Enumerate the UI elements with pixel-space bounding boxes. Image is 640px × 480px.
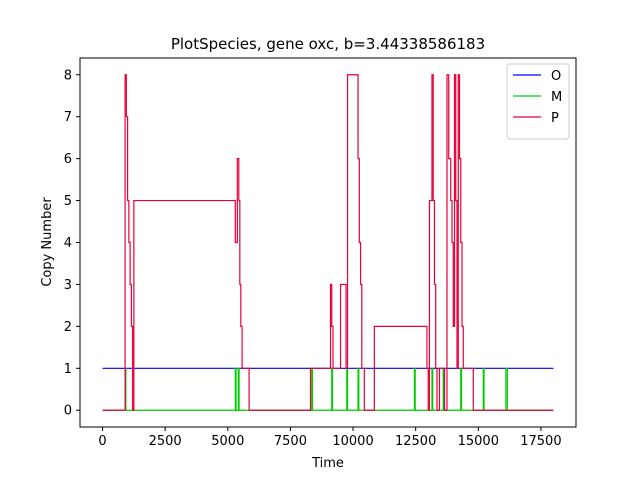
y-tick-label: 4 <box>64 236 72 251</box>
y-tick-label: 7 <box>64 110 72 125</box>
y-tick-label: 0 <box>64 404 72 419</box>
series-line-m <box>102 367 554 411</box>
x-axis-label: Time <box>311 456 344 471</box>
x-tick-label: 12500 <box>395 434 436 449</box>
y-axis-ticks: 0 1 2 3 4 5 6 7 8 <box>64 68 80 419</box>
y-axis-label: Copy Number <box>40 197 55 287</box>
x-tick-label: 5000 <box>211 434 244 449</box>
legend-box <box>506 63 570 140</box>
y-tick-label: 6 <box>64 152 72 167</box>
legend-label-o: O <box>551 69 561 84</box>
plot-frame <box>79 57 577 428</box>
x-tick-label: 17500 <box>520 434 561 449</box>
x-tick-label: 15000 <box>458 434 499 449</box>
series-layer <box>102 74 554 411</box>
legend-label-p: P <box>551 111 559 126</box>
legend: OMP <box>506 63 570 140</box>
y-tick-label: 1 <box>64 362 72 377</box>
x-tick-label: 2500 <box>149 434 182 449</box>
y-tick-label: 2 <box>64 320 72 335</box>
x-axis-ticks: 0 2500 5000 7500 10000 12500 15000 17500 <box>98 427 562 449</box>
legend-label-m: M <box>551 90 562 105</box>
x-tick-label: 10000 <box>332 434 373 449</box>
chart-title: PlotSpecies, gene oxc, b=3.44338586183 <box>171 35 485 53</box>
x-tick-label: 0 <box>98 434 106 449</box>
y-tick-label: 8 <box>64 68 72 83</box>
series-line-p <box>102 74 554 411</box>
y-tick-label: 5 <box>64 194 72 209</box>
x-tick-label: 7500 <box>274 434 307 449</box>
y-tick-label: 3 <box>64 278 72 293</box>
